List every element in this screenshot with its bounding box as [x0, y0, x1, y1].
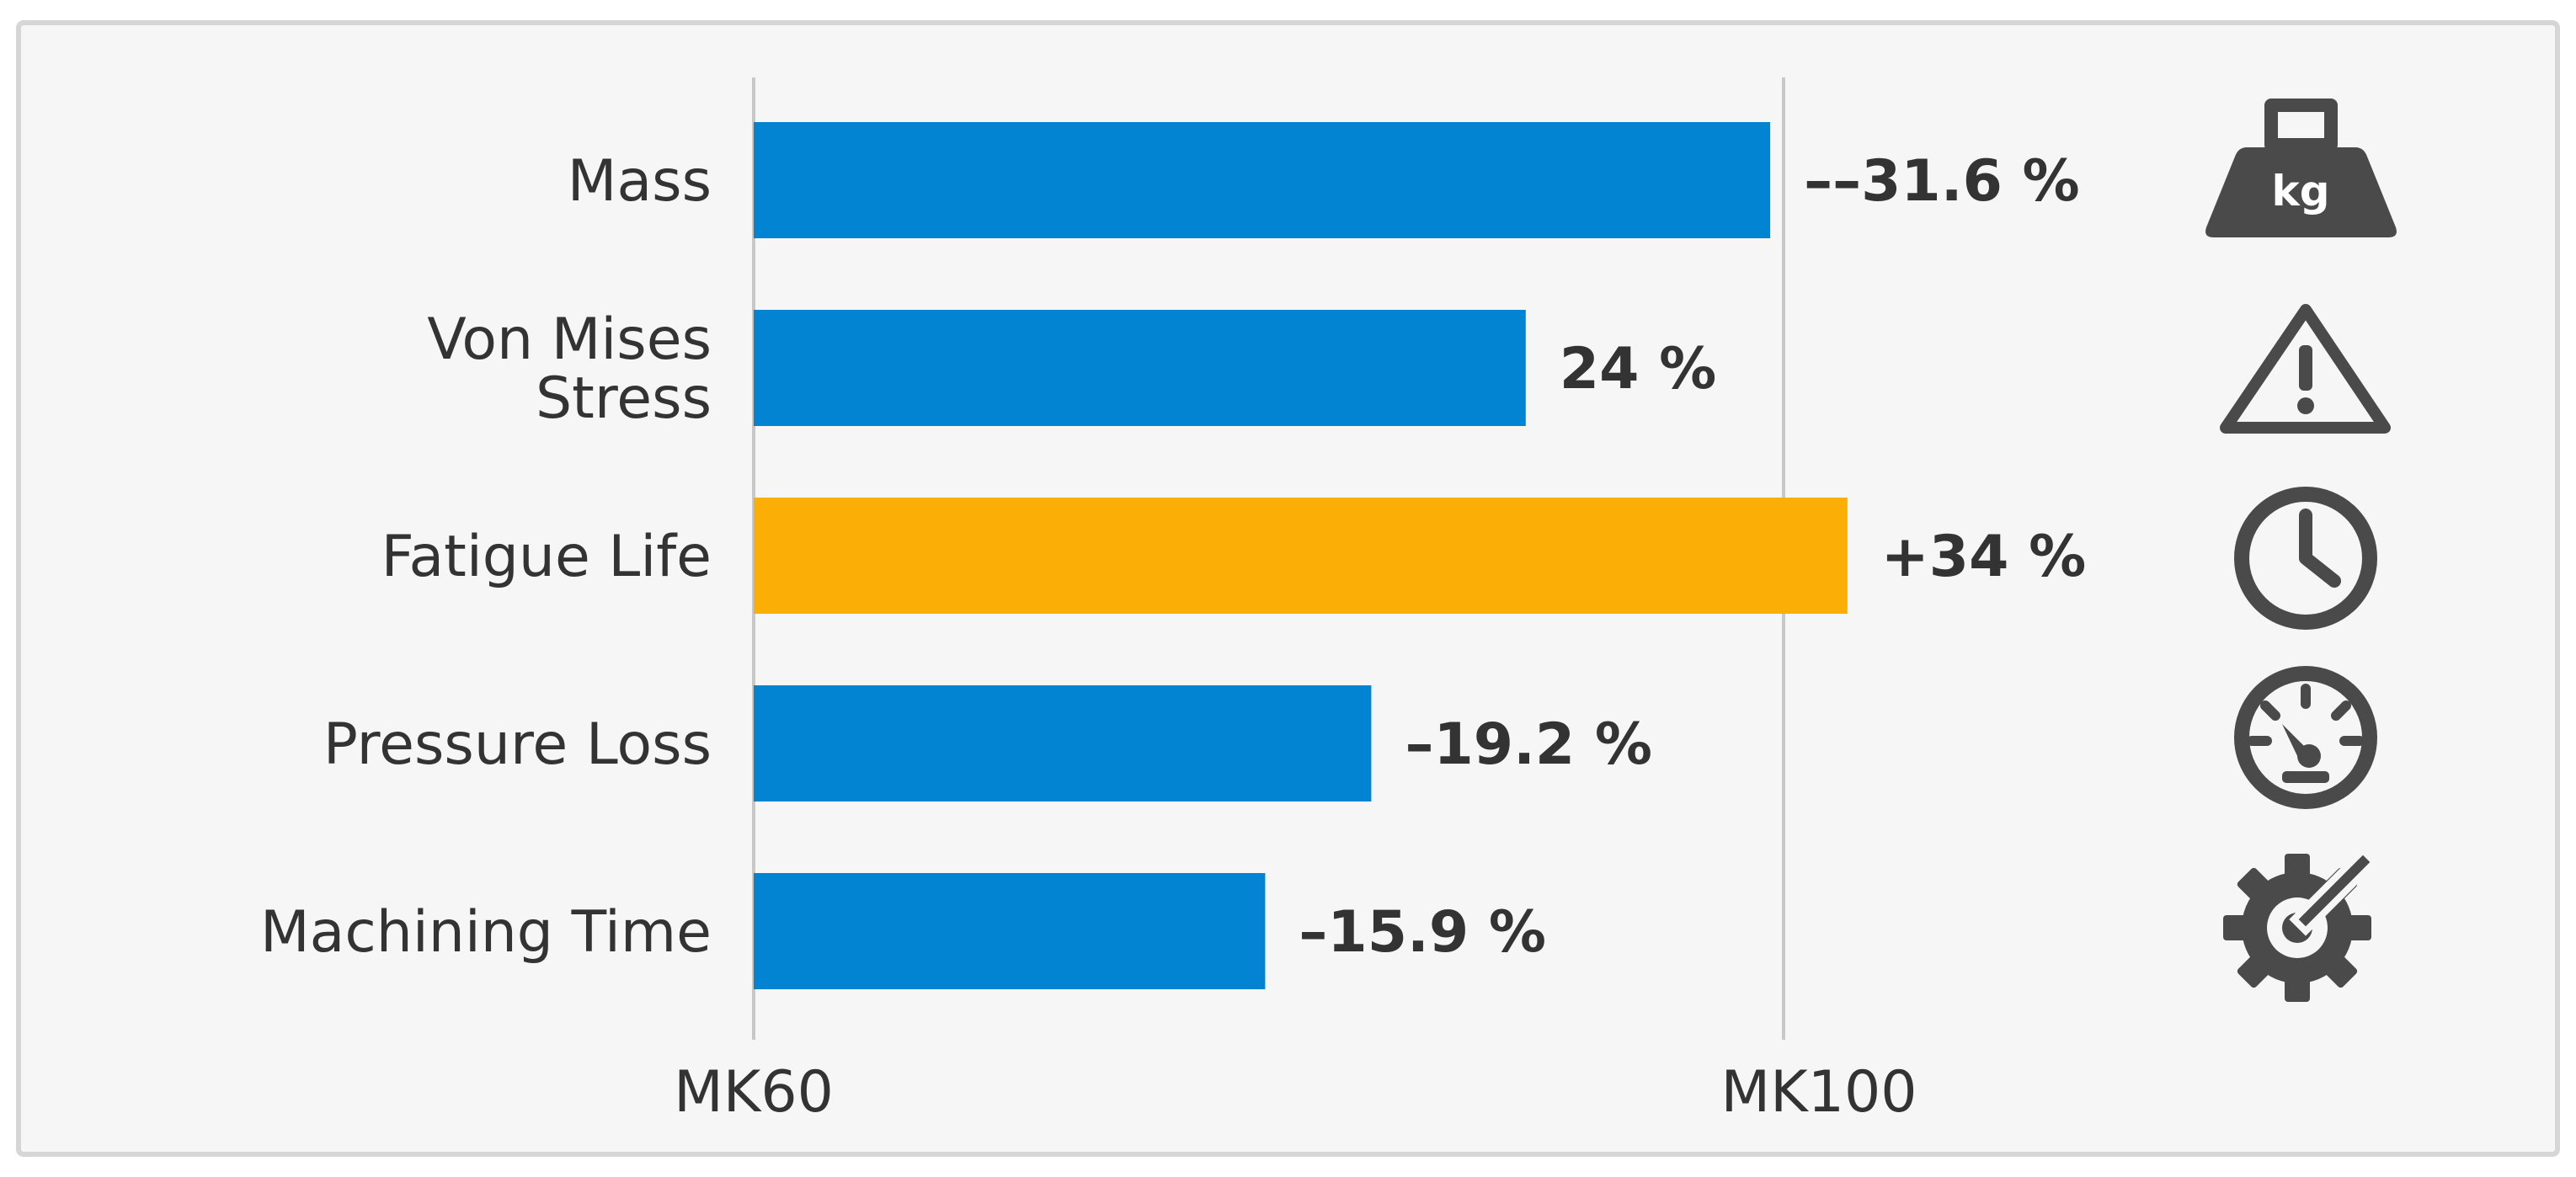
category-label-machining-time: Machining Time — [260, 899, 712, 966]
value-label-fatigue-life: +34 % — [1881, 524, 2086, 590]
x-axis-label-start: MK60 — [674, 1059, 834, 1126]
bar-pressure-loss — [754, 685, 1372, 802]
bar-von-mises-stress — [754, 310, 1526, 426]
warning-icon — [2220, 304, 2391, 434]
bar-fatigue-life — [754, 498, 1848, 614]
category-label-pressure-loss: Pressure Loss — [323, 711, 712, 778]
bar-machining-time — [754, 873, 1266, 989]
kg-weight-icon: kg — [2205, 99, 2397, 237]
bars-layer — [754, 122, 1848, 989]
icons-layer: kg — [2205, 99, 2397, 1002]
category-label-von-mises-stress: Von Mises Stress — [427, 306, 712, 432]
value-label-von-mises-stress: 24 % — [1560, 336, 1716, 402]
value-labels: ––31.6 % 24 % +34 % –19.2 % –15.9 % — [1299, 148, 2086, 966]
gear-speed-icon — [2223, 845, 2380, 1002]
bar-mass — [754, 122, 1771, 238]
gauge-icon — [2234, 666, 2377, 809]
value-label-mass: ––31.6 % — [1804, 148, 2080, 215]
value-label-machining-time: –15.9 % — [1299, 899, 1546, 966]
kg-icon-text: kg — [2271, 167, 2329, 216]
value-label-pressure-loss: –19.2 % — [1405, 711, 1652, 778]
clock-icon — [2234, 487, 2377, 630]
category-label-mass: Mass — [568, 148, 712, 215]
x-axis-label-end: MK100 — [1720, 1059, 1917, 1126]
category-labels: Mass Von Mises Stress Fatigue Life Pressure … — [260, 148, 712, 966]
category-label-fatigue-life: Fatigue Life — [381, 524, 712, 590]
